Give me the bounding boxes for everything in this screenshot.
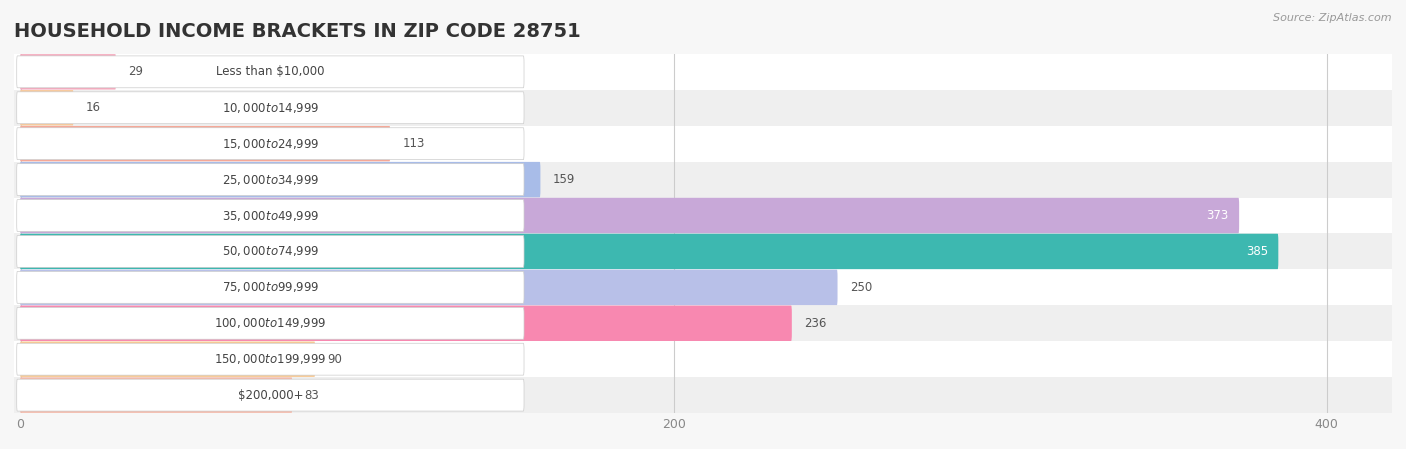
Bar (14, 162, 1392, 198)
Text: 113: 113 (402, 137, 425, 150)
FancyBboxPatch shape (17, 92, 524, 123)
Text: $100,000 to $149,999: $100,000 to $149,999 (214, 316, 326, 330)
Text: 29: 29 (128, 66, 143, 78)
Text: $150,000 to $199,999: $150,000 to $199,999 (214, 352, 326, 366)
FancyBboxPatch shape (20, 198, 1239, 233)
Text: $200,000+: $200,000+ (238, 389, 304, 401)
FancyBboxPatch shape (20, 162, 540, 197)
Text: 250: 250 (851, 281, 872, 294)
Bar (14, 198, 1392, 233)
FancyBboxPatch shape (17, 236, 524, 267)
Text: 90: 90 (328, 353, 343, 365)
Text: $10,000 to $14,999: $10,000 to $14,999 (222, 101, 319, 115)
Text: 16: 16 (86, 101, 101, 114)
FancyBboxPatch shape (17, 343, 524, 375)
FancyBboxPatch shape (20, 54, 115, 89)
FancyBboxPatch shape (17, 56, 524, 88)
Bar (14, 305, 1392, 341)
Text: HOUSEHOLD INCOME BRACKETS IN ZIP CODE 28751: HOUSEHOLD INCOME BRACKETS IN ZIP CODE 28… (14, 22, 581, 41)
Text: 236: 236 (804, 317, 827, 330)
FancyBboxPatch shape (20, 342, 315, 377)
Bar (14, 233, 1392, 269)
FancyBboxPatch shape (17, 128, 524, 159)
Text: $35,000 to $49,999: $35,000 to $49,999 (222, 208, 319, 223)
FancyBboxPatch shape (17, 272, 524, 303)
Text: $50,000 to $74,999: $50,000 to $74,999 (222, 244, 319, 259)
FancyBboxPatch shape (17, 308, 524, 339)
FancyBboxPatch shape (20, 126, 391, 161)
FancyBboxPatch shape (17, 379, 524, 411)
Bar (14, 90, 1392, 126)
FancyBboxPatch shape (17, 164, 524, 195)
Text: 83: 83 (305, 389, 319, 401)
Text: 159: 159 (553, 173, 575, 186)
Text: Source: ZipAtlas.com: Source: ZipAtlas.com (1274, 13, 1392, 23)
Text: $15,000 to $24,999: $15,000 to $24,999 (222, 136, 319, 151)
FancyBboxPatch shape (20, 378, 292, 413)
Text: 373: 373 (1206, 209, 1229, 222)
Bar (14, 377, 1392, 413)
Text: $75,000 to $99,999: $75,000 to $99,999 (222, 280, 319, 295)
FancyBboxPatch shape (20, 306, 792, 341)
Text: Less than $10,000: Less than $10,000 (217, 66, 325, 78)
FancyBboxPatch shape (17, 200, 524, 231)
Bar (14, 269, 1392, 305)
Bar (14, 54, 1392, 90)
Text: 385: 385 (1246, 245, 1268, 258)
FancyBboxPatch shape (20, 90, 73, 125)
Bar (14, 341, 1392, 377)
FancyBboxPatch shape (20, 234, 1278, 269)
Text: $25,000 to $34,999: $25,000 to $34,999 (222, 172, 319, 187)
Bar (14, 126, 1392, 162)
FancyBboxPatch shape (20, 270, 838, 305)
